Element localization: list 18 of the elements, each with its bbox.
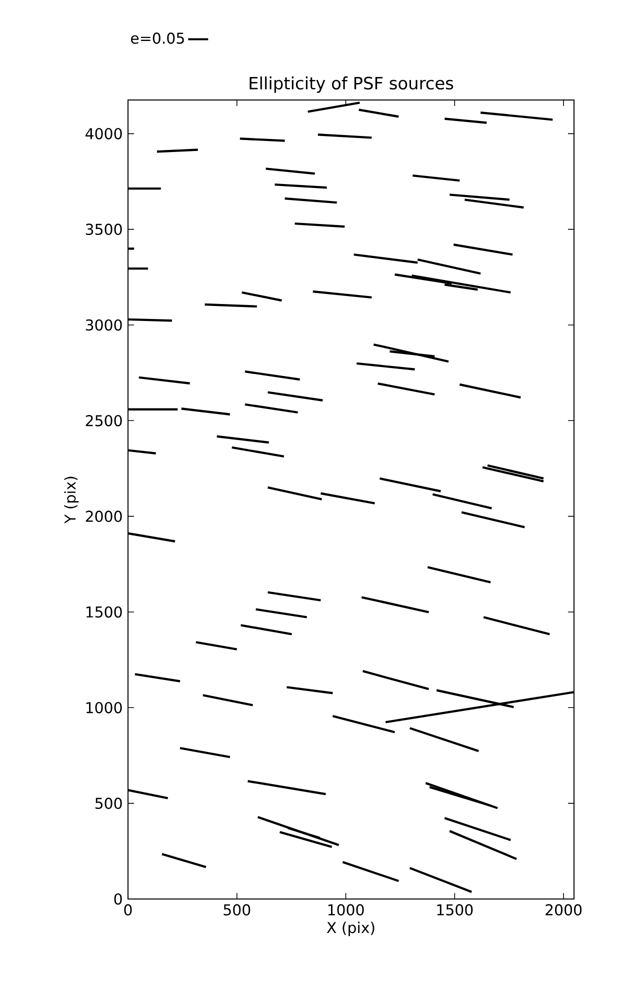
x-tick-label: 2000 xyxy=(546,904,582,916)
y-tick-label: 1500 xyxy=(86,606,122,618)
x-tick-label: 1000 xyxy=(328,904,364,916)
x-tick-label: 0 xyxy=(124,904,132,916)
y-tick-label: 3000 xyxy=(86,319,122,331)
y-tick-label: 4000 xyxy=(86,128,122,140)
x-tick-label: 500 xyxy=(224,904,250,916)
x-tick-label: 1500 xyxy=(437,904,473,916)
y-tick-label: 500 xyxy=(95,798,122,809)
chart-title: Ellipticity of PSF sources xyxy=(250,76,454,93)
y-axis-title: Y (pix) xyxy=(64,476,79,524)
y-tick-label: 3500 xyxy=(86,224,122,235)
legend-label: e=0.05 xyxy=(131,32,184,44)
x-axis-title: X (pix) xyxy=(326,922,374,936)
y-tick-label: 2000 xyxy=(86,510,122,522)
y-tick-label: 1000 xyxy=(86,702,122,714)
y-tick-label: 0 xyxy=(114,893,122,905)
y-tick-label: 2500 xyxy=(86,415,122,426)
